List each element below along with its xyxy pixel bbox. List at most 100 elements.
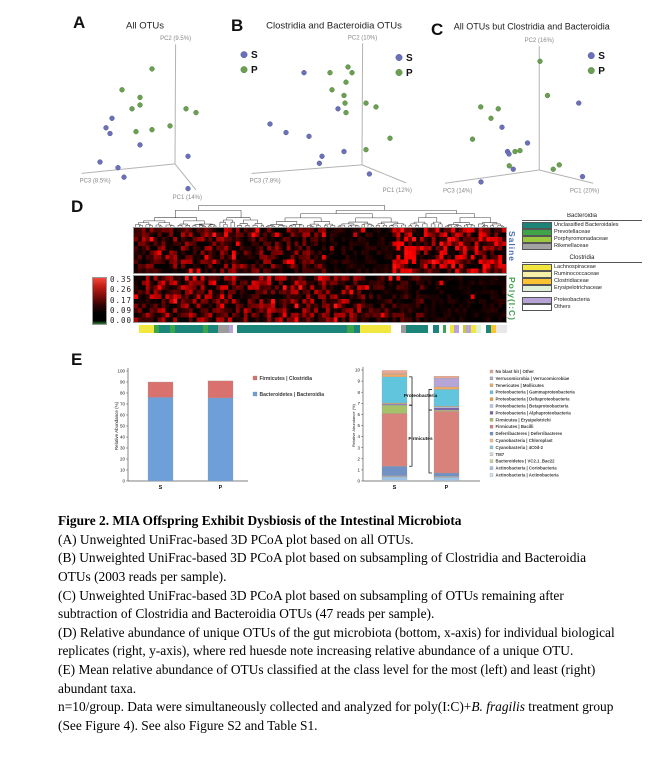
legend-marker — [489, 466, 494, 470]
taxa-bar-segment — [400, 325, 406, 333]
polyic-row-label: Poly(I:C) — [507, 277, 517, 321]
taxa-bar-segment — [170, 325, 175, 333]
taxa-bar-segment — [427, 325, 433, 333]
panel-label-d: D — [71, 197, 84, 216]
legend-taxon-label: Ruminococcaceae — [554, 271, 600, 277]
heat-scale-tick: 0.09 — [110, 305, 133, 315]
bar-segment — [433, 377, 460, 388]
axis-line — [81, 163, 176, 174]
legend-swatch — [522, 285, 552, 292]
legend-marker — [489, 445, 494, 450]
y-tick-label: 5 — [357, 423, 360, 428]
y-tick-label: 100 — [117, 369, 125, 374]
bracket — [428, 389, 432, 411]
legend-entry: Bacteroidetes | Bacteroidia — [260, 392, 325, 398]
heat-scale-gradient — [92, 277, 107, 325]
scatter-point-s — [524, 140, 531, 146]
y-tick-label: 7 — [357, 401, 360, 406]
y-tick-label: 50 — [120, 424, 126, 429]
bracket — [428, 409, 432, 474]
caption-item-d: (D) Relative abundance of unique OTUs of… — [58, 624, 615, 659]
category-label: P — [445, 485, 449, 491]
legend-marker — [489, 376, 494, 381]
plot-title: All OTUs — [126, 20, 164, 31]
pc2-axis-label: PC2 (10%) — [348, 35, 377, 41]
scatter-point-s — [137, 142, 143, 148]
y-axis-title: Relative Abundance (%) — [114, 401, 119, 450]
scatter-point-p — [193, 109, 199, 116]
y-tick-label: 20 — [120, 457, 126, 462]
legend-entry: Actinobacteria | Coriobacteria — [496, 466, 558, 471]
scatter-point-p — [133, 128, 139, 135]
scatter-point-s — [319, 153, 325, 159]
scatter-point-s — [366, 171, 373, 177]
scatter-point-s — [341, 148, 347, 155]
taxa-bar-segment — [480, 325, 486, 333]
bar-segment — [381, 373, 408, 378]
legend-swatch — [522, 222, 552, 229]
saline-row-label: Saline — [507, 231, 517, 263]
category-label: S — [159, 485, 163, 491]
legend-row: Prevotellaceae — [522, 229, 642, 236]
taxa-bar-segment — [405, 325, 428, 333]
legend-entry: Firmicutes | Erysipelotrichi — [496, 417, 551, 422]
y-tick-label: 8 — [357, 390, 360, 395]
legend-entry: Proteobacteria | Betaproteobacteria — [496, 404, 569, 409]
bar-segment — [381, 370, 408, 374]
legend-entry: No blast hit | Other — [496, 369, 535, 374]
scatter-point-s — [306, 133, 312, 139]
pc3-axis-label: PC3 (8.5%) — [80, 178, 111, 184]
taxa-bar-segment — [449, 325, 455, 333]
legend-taxon-label: Prevotellaceae — [554, 229, 591, 235]
pcoa-plot-c: All OTUs but Clostridia and Bacteroidia P… — [443, 21, 610, 194]
taxa-bar-segment — [138, 325, 154, 333]
category-label: S — [393, 485, 397, 491]
bracket — [409, 404, 413, 467]
legend-taxon-label: Lachnospiraceae — [554, 264, 596, 270]
legend-marker — [489, 418, 494, 422]
scatter-point-p — [345, 64, 351, 70]
legend-entry: Cyanobacteria | Chloroplast — [496, 438, 554, 443]
bar-segment — [381, 404, 408, 406]
caption-note-pre: n=10/group. Data were simultaneously col… — [58, 699, 472, 715]
scatter-point-s — [316, 160, 323, 166]
heat-scale-tick: 0.35 — [110, 275, 133, 284]
scatter-point-p — [129, 106, 135, 112]
y-tick-label: 2 — [357, 456, 360, 461]
taxa-bar-segment — [462, 325, 467, 333]
bar-segment — [433, 409, 460, 412]
legend-entry: Deferribacteres | Deferribacteres — [496, 431, 563, 436]
legend-row: Proteobacteria — [522, 297, 642, 304]
taxa-bar-segment — [459, 325, 463, 333]
scatter-point-p — [342, 100, 348, 106]
legend-dot-s — [395, 54, 403, 61]
legend-marker — [489, 452, 494, 456]
bar-segment — [433, 411, 460, 474]
class-abundance-chart-right: 0 1 2 3 4 5 6 7 8 9 10 Relative Abundance (%) S P No b… — [351, 367, 575, 491]
heatmap-taxa-legend: Bacteroidia Unclassified Bacteroidales Pre… — [522, 213, 642, 316]
axis-line — [361, 43, 364, 165]
bar-segment — [381, 376, 408, 404]
plot-title: All OTUs but Clostridia and Bacteroidia — [454, 21, 610, 31]
taxa-bar-segment — [133, 325, 139, 333]
legend-marker — [489, 397, 494, 401]
scatter-point-p — [512, 148, 518, 155]
legend-row: Lachnospiraceae — [522, 264, 642, 271]
legend-label-s: S — [598, 51, 605, 62]
bar-segment — [433, 406, 460, 408]
scatter-point-s — [103, 125, 109, 131]
y-tick-label: 0 — [122, 479, 125, 484]
scatter-point-s — [283, 129, 289, 136]
scatter-point-s — [579, 173, 586, 180]
legend-label-s: S — [251, 50, 258, 61]
pc1-axis-label: PC1 (14%) — [173, 195, 202, 201]
legend-taxon-label: Rikenellaceae — [554, 243, 589, 249]
legend-entry: Firmicutes | Clostridia — [260, 376, 313, 382]
y-tick-label: 9 — [357, 379, 360, 384]
scatter-point-s — [109, 115, 115, 121]
bar-segment — [433, 472, 460, 477]
taxa-bar-segment — [471, 325, 476, 333]
taxa-bar-segment — [490, 325, 496, 333]
legend-entry: Cyanobacteria | 4C0d-2 — [496, 445, 544, 450]
taxa-bar-segment — [346, 325, 354, 333]
